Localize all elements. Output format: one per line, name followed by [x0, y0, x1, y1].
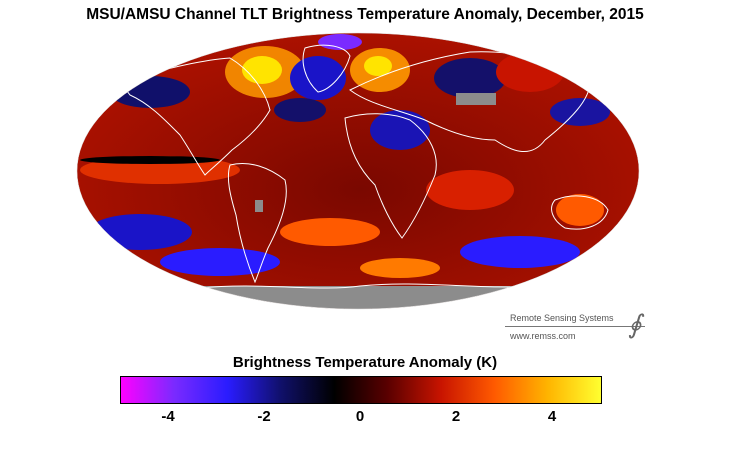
anomaly-southern-ocean-cold-east — [460, 236, 580, 268]
anomaly-south-pacific-cold — [88, 214, 192, 250]
map-title: MSU/AMSU Channel TLT Brightness Temperat… — [86, 6, 644, 23]
anomaly-australia-warm — [556, 194, 604, 226]
coast-north-america — [119, 57, 271, 176]
credit-divider — [505, 326, 645, 327]
anomaly-map — [76, 32, 640, 310]
colorbar — [120, 376, 602, 404]
colorbar-tick-label: -2 — [257, 408, 271, 425]
anomaly-northeast-canada-hot — [242, 56, 282, 84]
rss-logo-icon: ∮ — [628, 310, 642, 340]
no-data-tibet — [456, 93, 496, 105]
colorbar-tick-label: -4 — [161, 408, 175, 425]
anomaly-arctic-cold — [318, 34, 362, 50]
anomaly-north-atlantic-cold — [274, 98, 326, 122]
credit-organization: Remote Sensing Systems — [510, 313, 614, 323]
coast-eurasia — [349, 51, 591, 153]
coastlines — [119, 44, 609, 289]
anomaly-northwest-pacific-cold — [550, 98, 610, 126]
anomaly-south-atlantic-warm — [280, 218, 380, 246]
coast-south-america — [227, 163, 287, 284]
map-outline — [76, 32, 640, 310]
anomaly-field — [77, 33, 639, 309]
no-data-andes — [255, 200, 263, 212]
coast-antarctica — [199, 283, 541, 289]
anomaly-alaska-cold — [110, 76, 190, 108]
coast-greenland — [302, 44, 351, 93]
anomaly-southern-ocean-warm — [360, 258, 440, 278]
no-data-antarctica — [77, 286, 639, 309]
anomaly-scandinavia-hot — [364, 56, 392, 76]
coast-africa — [344, 113, 437, 239]
anomaly-north-africa-cold — [370, 110, 430, 150]
anomaly-indian-ocean-warm — [426, 170, 514, 210]
colorbar-tick-label: 2 — [451, 408, 461, 425]
coast-australia — [551, 195, 609, 230]
anomaly-central-asia-cold — [434, 58, 506, 98]
colorbar-tick-label: 0 — [355, 408, 365, 425]
anomaly-equatorial-band — [80, 156, 220, 164]
colorbar-tick-label: 4 — [547, 408, 557, 425]
credit-url: www.remss.com — [510, 331, 576, 341]
anomaly-greenland-cold — [290, 56, 346, 100]
colorbar-title: Brightness Temperature Anomaly (K) — [232, 354, 498, 371]
